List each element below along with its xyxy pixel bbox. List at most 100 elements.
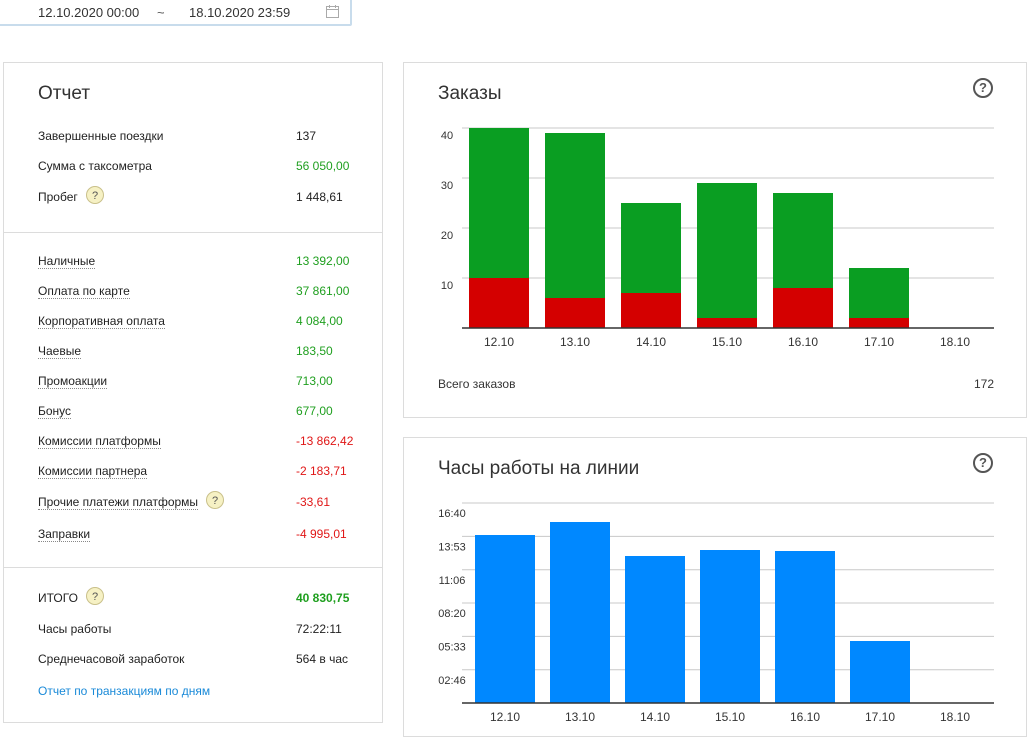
payment-row: Корпоративная оплата 4 084,00 — [38, 311, 368, 331]
bar-segment-red — [697, 318, 757, 328]
divider — [4, 232, 382, 233]
report-row: Сумма с таксометра 56 050,00 — [38, 156, 368, 176]
payment-row: Прочие платежи платформы? -33,61 — [38, 491, 368, 512]
x-tick-label: 12.10 — [484, 335, 514, 349]
row-label[interactable]: Бонус — [38, 404, 72, 419]
row-value: 1 448,61 — [296, 190, 343, 204]
y-tick-label: 05:33 — [438, 641, 466, 653]
bar-segment-green — [697, 183, 757, 318]
row-label[interactable]: Оплата по карте — [38, 284, 130, 299]
bar-segment-green — [773, 193, 833, 288]
x-tick-label: 17.10 — [864, 335, 894, 349]
help-question-icon[interactable]: ? — [206, 491, 224, 509]
row-label[interactable]: Комиссии партнера — [38, 464, 148, 479]
orders-chart: 10 20 30 40 12.10 13.10 14.10 15.10 16.10 17.10 18… — [441, 127, 994, 349]
x-tick-label: 17.10 — [865, 710, 895, 724]
row-label[interactable]: Наличные — [38, 254, 96, 269]
report-row: Пробег? 1 448,61 — [38, 186, 368, 207]
payment-row: Комиссии партнера -2 183,71 — [38, 461, 368, 481]
x-tick-label: 13.10 — [565, 710, 595, 724]
divider — [4, 567, 382, 568]
bar-segment-red — [849, 318, 909, 328]
row-label: Пробег — [38, 190, 78, 204]
x-tick-label: 18.10 — [940, 710, 970, 724]
row-value: -13 862,42 — [296, 434, 354, 448]
y-tick-label: 02:46 — [438, 675, 466, 687]
y-tick-label: 20 — [441, 230, 453, 242]
y-tick-label: 11:06 — [439, 575, 466, 587]
row-value: 677,00 — [296, 404, 333, 418]
row-label: Среднечасовой заработок — [38, 652, 185, 666]
row-value: 4 084,00 — [296, 314, 343, 328]
row-value: 137 — [296, 129, 317, 143]
hours-title: Часы работы на линии — [438, 458, 640, 479]
bar-segment-red — [773, 288, 833, 328]
y-tick-label: 13:53 — [438, 541, 466, 553]
bar — [475, 535, 535, 703]
report-row: Завершенные поездки 137 — [38, 126, 368, 146]
report-panel: Отчет Завершенные поездки 137 Сумма с такс… — [3, 62, 383, 723]
date-to[interactable]: 18.10.2020 23:59 — [189, 5, 291, 20]
payment-row: Комиссии платформы -13 862,42 — [38, 431, 368, 451]
orders-title: Заказы — [438, 83, 502, 104]
x-tick-label: 18.10 — [940, 335, 970, 349]
y-tick-label: 30 — [441, 180, 453, 192]
row-value: -2 183,71 — [296, 464, 347, 478]
transactions-by-day-link[interactable]: Отчет по транзакциям по дням — [38, 684, 211, 698]
row-label[interactable]: Промоакции — [38, 374, 108, 389]
bar — [700, 550, 760, 703]
x-tick-label: 16.10 — [788, 335, 818, 349]
total-orders-label: Всего заказов — [438, 377, 516, 391]
row-value: 56 050,00 — [296, 159, 350, 173]
x-tick-label: 15.10 — [715, 710, 745, 724]
help-question-icon[interactable]: ? — [86, 587, 104, 605]
payment-row: Наличные 13 392,00 — [38, 251, 368, 271]
row-value: 13 392,00 — [296, 254, 350, 268]
report-row: ИТОГО? 40 830,75 — [38, 587, 368, 608]
x-tick-label: 15.10 — [712, 335, 742, 349]
hours-help-icon[interactable]: ? — [973, 453, 993, 473]
bar — [850, 641, 910, 703]
date-separator: ~ — [157, 5, 165, 20]
total-orders-value: 172 — [974, 377, 995, 391]
y-tick-label: 16:40 — [438, 508, 466, 520]
row-value: 713,00 — [296, 374, 333, 388]
row-label[interactable]: Корпоративная оплата — [38, 314, 165, 329]
bar-segment-green — [849, 268, 909, 318]
payment-row: Оплата по карте 37 861,00 — [38, 281, 368, 301]
report-title: Отчет — [38, 83, 91, 104]
bar — [625, 556, 685, 703]
x-tick-label: 14.10 — [636, 335, 666, 349]
hours-panel: Часы работы на линии ? 02:46 05:33 08:20 11… — [403, 437, 1027, 737]
row-value: 37 861,00 — [296, 284, 350, 298]
y-tick-label: 08:20 — [438, 608, 466, 620]
payment-row: Чаевые 183,50 — [38, 341, 368, 361]
x-tick-label: 16.10 — [790, 710, 820, 724]
bar-segment-red — [545, 298, 605, 328]
hours-chart: 02:46 05:33 08:20 11:06 13:53 16:40 12.10 13.10… — [438, 502, 994, 724]
orders-help-icon[interactable]: ? — [973, 78, 993, 98]
bar-segment-red — [621, 293, 681, 328]
row-value: -4 995,01 — [296, 527, 347, 541]
date-from[interactable]: 12.10.2020 00:00 — [38, 5, 140, 20]
y-tick-label: 10 — [441, 280, 453, 292]
row-value: -33,61 — [296, 495, 331, 509]
row-label[interactable]: Прочие платежи платформы — [38, 495, 199, 510]
report-row: Часы работы 72:22:11 — [38, 619, 368, 639]
payment-row: Бонус 677,00 — [38, 401, 368, 421]
row-label: Часы работы — [38, 622, 112, 636]
row-label[interactable]: Чаевые — [38, 344, 82, 359]
payment-row: Заправки -4 995,01 — [38, 524, 368, 544]
report-row: Среднечасовой заработок 564 в час — [38, 649, 368, 669]
x-tick-label: 12.10 — [490, 710, 520, 724]
calendar-icon[interactable] — [326, 5, 339, 21]
bar — [775, 551, 835, 703]
row-label[interactable]: Комиссии платформы — [38, 434, 161, 449]
help-question-icon[interactable]: ? — [86, 186, 104, 204]
date-range-picker[interactable]: 12.10.2020 00:00 ~ 18.10.2020 23:59 — [0, 0, 352, 26]
bar-segment-red — [469, 278, 529, 328]
bar-segment-green — [469, 128, 529, 278]
row-value: 183,50 — [296, 344, 333, 358]
row-label[interactable]: Заправки — [38, 527, 91, 542]
payment-row: Промоакции 713,00 — [38, 371, 368, 391]
